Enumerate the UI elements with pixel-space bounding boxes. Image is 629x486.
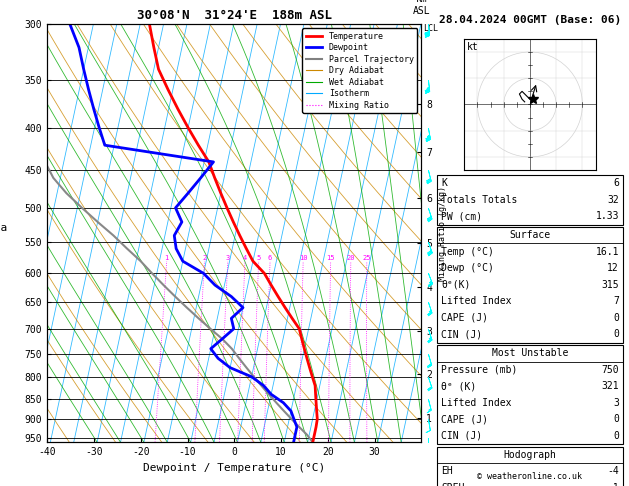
Legend: Temperature, Dewpoint, Parcel Trajectory, Dry Adiabat, Wet Adiabat, Isotherm, Mi: Temperature, Dewpoint, Parcel Trajectory… [303, 29, 417, 113]
Text: CIN (J): CIN (J) [441, 431, 482, 441]
Text: 3: 3 [226, 255, 230, 261]
Text: 25: 25 [362, 255, 371, 261]
Text: 750: 750 [601, 365, 619, 375]
Text: Most Unstable: Most Unstable [492, 348, 568, 358]
Text: 0: 0 [613, 313, 619, 323]
Text: 1: 1 [165, 255, 169, 261]
Text: 1.33: 1.33 [596, 211, 619, 221]
Text: 5: 5 [257, 255, 261, 261]
Text: Lifted Index: Lifted Index [441, 296, 511, 306]
Text: 32: 32 [607, 195, 619, 205]
Text: © weatheronline.co.uk: © weatheronline.co.uk [477, 472, 582, 481]
Text: 0: 0 [613, 330, 619, 339]
Text: θᵉ(K): θᵉ(K) [441, 280, 470, 290]
Text: 321: 321 [601, 382, 619, 391]
Text: SREH: SREH [441, 483, 464, 486]
Text: kt: kt [467, 41, 479, 52]
Text: CIN (J): CIN (J) [441, 330, 482, 339]
Text: LCL: LCL [423, 23, 438, 33]
Title: 30°08'N  31°24'E  188m ASL: 30°08'N 31°24'E 188m ASL [136, 9, 332, 22]
Text: θᵉ (K): θᵉ (K) [441, 382, 476, 391]
Text: -4: -4 [607, 467, 619, 476]
Text: 7: 7 [613, 296, 619, 306]
Text: Hodograph: Hodograph [503, 450, 557, 460]
Text: 16.1: 16.1 [596, 247, 619, 257]
Text: Pressure (mb): Pressure (mb) [441, 365, 517, 375]
Text: 6: 6 [268, 255, 272, 261]
Text: Dewp (°C): Dewp (°C) [441, 263, 494, 273]
Text: 0: 0 [613, 415, 619, 424]
Text: km
ASL: km ASL [413, 0, 430, 16]
Text: 12: 12 [607, 263, 619, 273]
Text: K: K [441, 178, 447, 188]
Text: 15: 15 [326, 255, 335, 261]
Text: 0: 0 [613, 431, 619, 441]
Text: Surface: Surface [509, 230, 550, 240]
Text: CAPE (J): CAPE (J) [441, 415, 488, 424]
Y-axis label: hPa: hPa [0, 223, 7, 233]
Text: 2: 2 [203, 255, 206, 261]
Text: 6: 6 [613, 178, 619, 188]
Text: 3: 3 [613, 398, 619, 408]
Text: Temp (°C): Temp (°C) [441, 247, 494, 257]
Text: 10: 10 [299, 255, 308, 261]
Text: Totals Totals: Totals Totals [441, 195, 517, 205]
Text: PW (cm): PW (cm) [441, 211, 482, 221]
Text: CAPE (J): CAPE (J) [441, 313, 488, 323]
Text: 4: 4 [243, 255, 247, 261]
Text: EH: EH [441, 467, 453, 476]
Text: 28.04.2024 00GMT (Base: 06): 28.04.2024 00GMT (Base: 06) [439, 15, 621, 25]
Text: 315: 315 [601, 280, 619, 290]
Text: Mixing Ratio (g/kg): Mixing Ratio (g/kg) [438, 186, 447, 281]
Text: 20: 20 [347, 255, 355, 261]
X-axis label: Dewpoint / Temperature (°C): Dewpoint / Temperature (°C) [143, 463, 325, 473]
Text: Lifted Index: Lifted Index [441, 398, 511, 408]
Text: -1: -1 [607, 483, 619, 486]
